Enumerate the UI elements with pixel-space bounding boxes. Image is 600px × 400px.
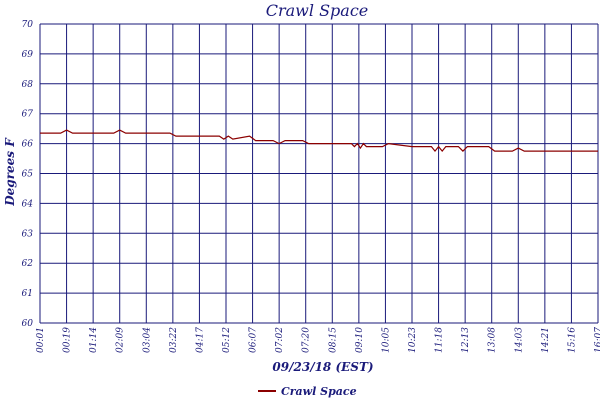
- y-tick-label: 64: [22, 199, 34, 209]
- y-axis-ticks: 60 61 62 63 64 65 66 67 68 69 70: [22, 20, 34, 329]
- x-tick-label: 03:22: [169, 327, 179, 353]
- x-axis-ticks: 00:01 00:19 01:14 02:09 03:04 03:22 04:17 05:12…: [36, 327, 600, 353]
- plot-area: [39, 23, 599, 324]
- series-group: [40, 129, 598, 153]
- x-tick-label: 00:01: [36, 327, 46, 353]
- chart-title: Crawl Space: [266, 1, 369, 20]
- x-tick-label: 16:07: [594, 327, 600, 353]
- x-tick-label: 03:04: [142, 327, 152, 353]
- x-tick-label: 07:02: [275, 327, 285, 353]
- y-tick-label: 70: [22, 20, 34, 30]
- series-line-0: [40, 129, 598, 153]
- x-tick-label: 12:13: [461, 327, 471, 353]
- x-tick-label: 02:09: [116, 327, 126, 353]
- x-tick-label: 09:10: [355, 327, 365, 353]
- x-tick-label: 01:14: [89, 327, 99, 353]
- legend: Crawl Space: [258, 385, 357, 398]
- grid: [39, 23, 599, 324]
- y-tick-label: 69: [22, 50, 34, 60]
- x-tick-label: 14:03: [514, 327, 524, 353]
- x-tick-label: 15:16: [567, 327, 577, 353]
- x-tick-label: 10:05: [381, 327, 391, 353]
- y-tick-label: 65: [22, 170, 34, 180]
- x-tick-label: 08:15: [328, 327, 338, 353]
- x-tick-label: 00:19: [63, 327, 73, 353]
- y-tick-label: 61: [22, 289, 33, 299]
- y-tick-label: 68: [22, 80, 34, 90]
- y-tick-label: 67: [22, 110, 34, 120]
- y-axis-label: Degrees F: [3, 137, 17, 207]
- x-tick-label: 10:23: [408, 327, 418, 353]
- x-tick-label: 04:17: [195, 327, 205, 353]
- y-tick-label: 66: [22, 140, 34, 150]
- x-axis-label: 09/23/18 (EST): [272, 360, 373, 374]
- x-tick-label: 06:07: [249, 327, 259, 353]
- y-tick-label: 60: [22, 319, 34, 329]
- y-tick-label: 62: [22, 259, 34, 269]
- x-tick-label: 13:08: [488, 327, 498, 353]
- y-tick-label: 63: [22, 229, 34, 239]
- legend-label: Crawl Space: [281, 385, 357, 398]
- x-tick-label: 05:12: [222, 327, 232, 353]
- x-tick-label: 14:21: [541, 327, 551, 353]
- x-tick-label: 11:18: [435, 327, 445, 353]
- x-tick-label: 07:20: [302, 327, 312, 353]
